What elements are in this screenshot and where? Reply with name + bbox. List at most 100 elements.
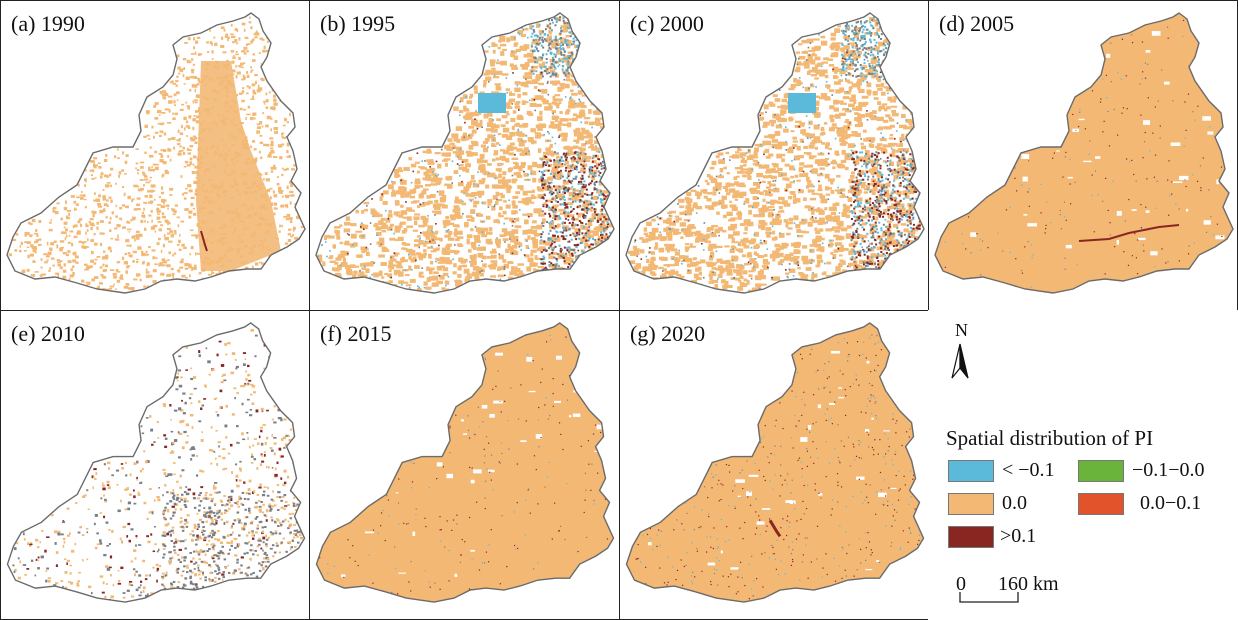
pi-pixel [487, 146, 489, 148]
zero-pixel [180, 220, 185, 223]
pi-pixel [567, 27, 570, 30]
zero-pixel [69, 274, 74, 278]
zero-pixel [454, 211, 461, 216]
zero-pixel [399, 190, 407, 195]
zero-pixel [797, 266, 801, 270]
zero-pixel [129, 255, 133, 258]
zero-pixel [761, 274, 766, 280]
zero-pixel [804, 205, 811, 209]
pi-pixel [541, 173, 544, 176]
zero-pixel [863, 138, 867, 142]
zero-pixel [142, 184, 145, 187]
pi-pixel [562, 48, 565, 51]
zero-pixel [14, 249, 18, 252]
pi-pixel [540, 44, 543, 47]
zero-pixel [834, 150, 840, 156]
zero-pixel [722, 214, 727, 219]
pi-pixel [545, 249, 548, 252]
pi-pixel [571, 260, 574, 263]
zero-pixel [265, 49, 270, 53]
zero-pixel [65, 234, 68, 238]
pi-pixel [475, 110, 477, 112]
zero-pixel [345, 271, 353, 275]
zero-pixel [504, 217, 509, 220]
zero-pixel [186, 164, 191, 167]
zero-pixel [452, 224, 460, 228]
zero-pixel [686, 269, 692, 275]
zero-pixel [852, 107, 858, 111]
pi-pixel [568, 31, 571, 34]
zero-pixel [470, 192, 475, 198]
zero-pixel [270, 147, 274, 150]
pi-pixel [584, 246, 587, 249]
pi-pixel [574, 157, 577, 160]
zero-pixel [858, 265, 863, 268]
zero-pixel [116, 261, 121, 264]
zero-pixel [189, 157, 193, 161]
zero-pixel [80, 191, 83, 193]
pi-pixel [550, 262, 553, 265]
zero-pixel [485, 215, 491, 220]
pi-pixel [536, 35, 539, 38]
zero-pixel [577, 90, 583, 95]
zero-pixel [544, 106, 551, 111]
zero-pixel [238, 65, 241, 67]
zero-pixel [248, 21, 252, 24]
pi-pixel [541, 183, 544, 186]
pi-pixel [589, 182, 592, 185]
zero-pixel [230, 50, 235, 53]
zero-pixel [485, 231, 493, 235]
zero-pixel [880, 149, 888, 154]
zero-pixel [709, 271, 717, 277]
zero-pixel [781, 142, 788, 146]
pi-pixel [563, 78, 566, 81]
zero-pixel [764, 253, 768, 257]
zero-pixel [26, 268, 30, 272]
zero-pixel [844, 155, 851, 161]
zero-pixel [706, 227, 711, 233]
zero-pixel [255, 80, 257, 85]
pi-pixel [550, 19, 553, 22]
zero-pixel [278, 186, 282, 190]
pi-pixel [552, 210, 555, 213]
pi-pixel [596, 189, 599, 192]
zero-pixel [785, 272, 790, 275]
zero-pixel [566, 247, 571, 252]
zero-pixel [258, 261, 263, 264]
pi-pixel [567, 152, 570, 155]
zero-pixel [261, 38, 265, 41]
zero-pixel [329, 260, 336, 263]
zero-pixel [159, 92, 163, 95]
zero-pixel [817, 193, 823, 196]
river-hotspot [200, 230, 208, 252]
zero-pixel [387, 213, 393, 218]
zero-pixel [523, 54, 528, 58]
zero-pixel [818, 209, 825, 215]
zero-pixel [518, 242, 523, 247]
zero-pixel [505, 232, 511, 236]
zero-pixel [188, 115, 192, 119]
pi-pixel [562, 191, 565, 194]
zero-pixel [550, 152, 555, 155]
pi-pixel [553, 256, 556, 259]
pi-pixel [567, 251, 570, 254]
pi-pixel [562, 255, 564, 257]
zero-pixel [502, 179, 507, 184]
zero-pixel [731, 206, 738, 212]
zero-pixel [83, 245, 87, 250]
zero-pixel [436, 177, 443, 181]
pi-pixel [528, 150, 530, 153]
pi-pixel [545, 205, 548, 208]
zero-pixel [811, 273, 818, 278]
zero-pixel [726, 268, 733, 273]
zero-pixel [739, 223, 746, 227]
zero-pixel [536, 103, 542, 108]
zero-pixel [110, 167, 114, 171]
pi-pixel [548, 19, 551, 22]
zero-pixel [363, 201, 370, 205]
zero-pixel [690, 231, 697, 234]
pi-pixel [587, 219, 590, 222]
zero-pixel [729, 200, 733, 203]
zero-pixel [821, 272, 827, 276]
zero-pixel [773, 187, 780, 193]
